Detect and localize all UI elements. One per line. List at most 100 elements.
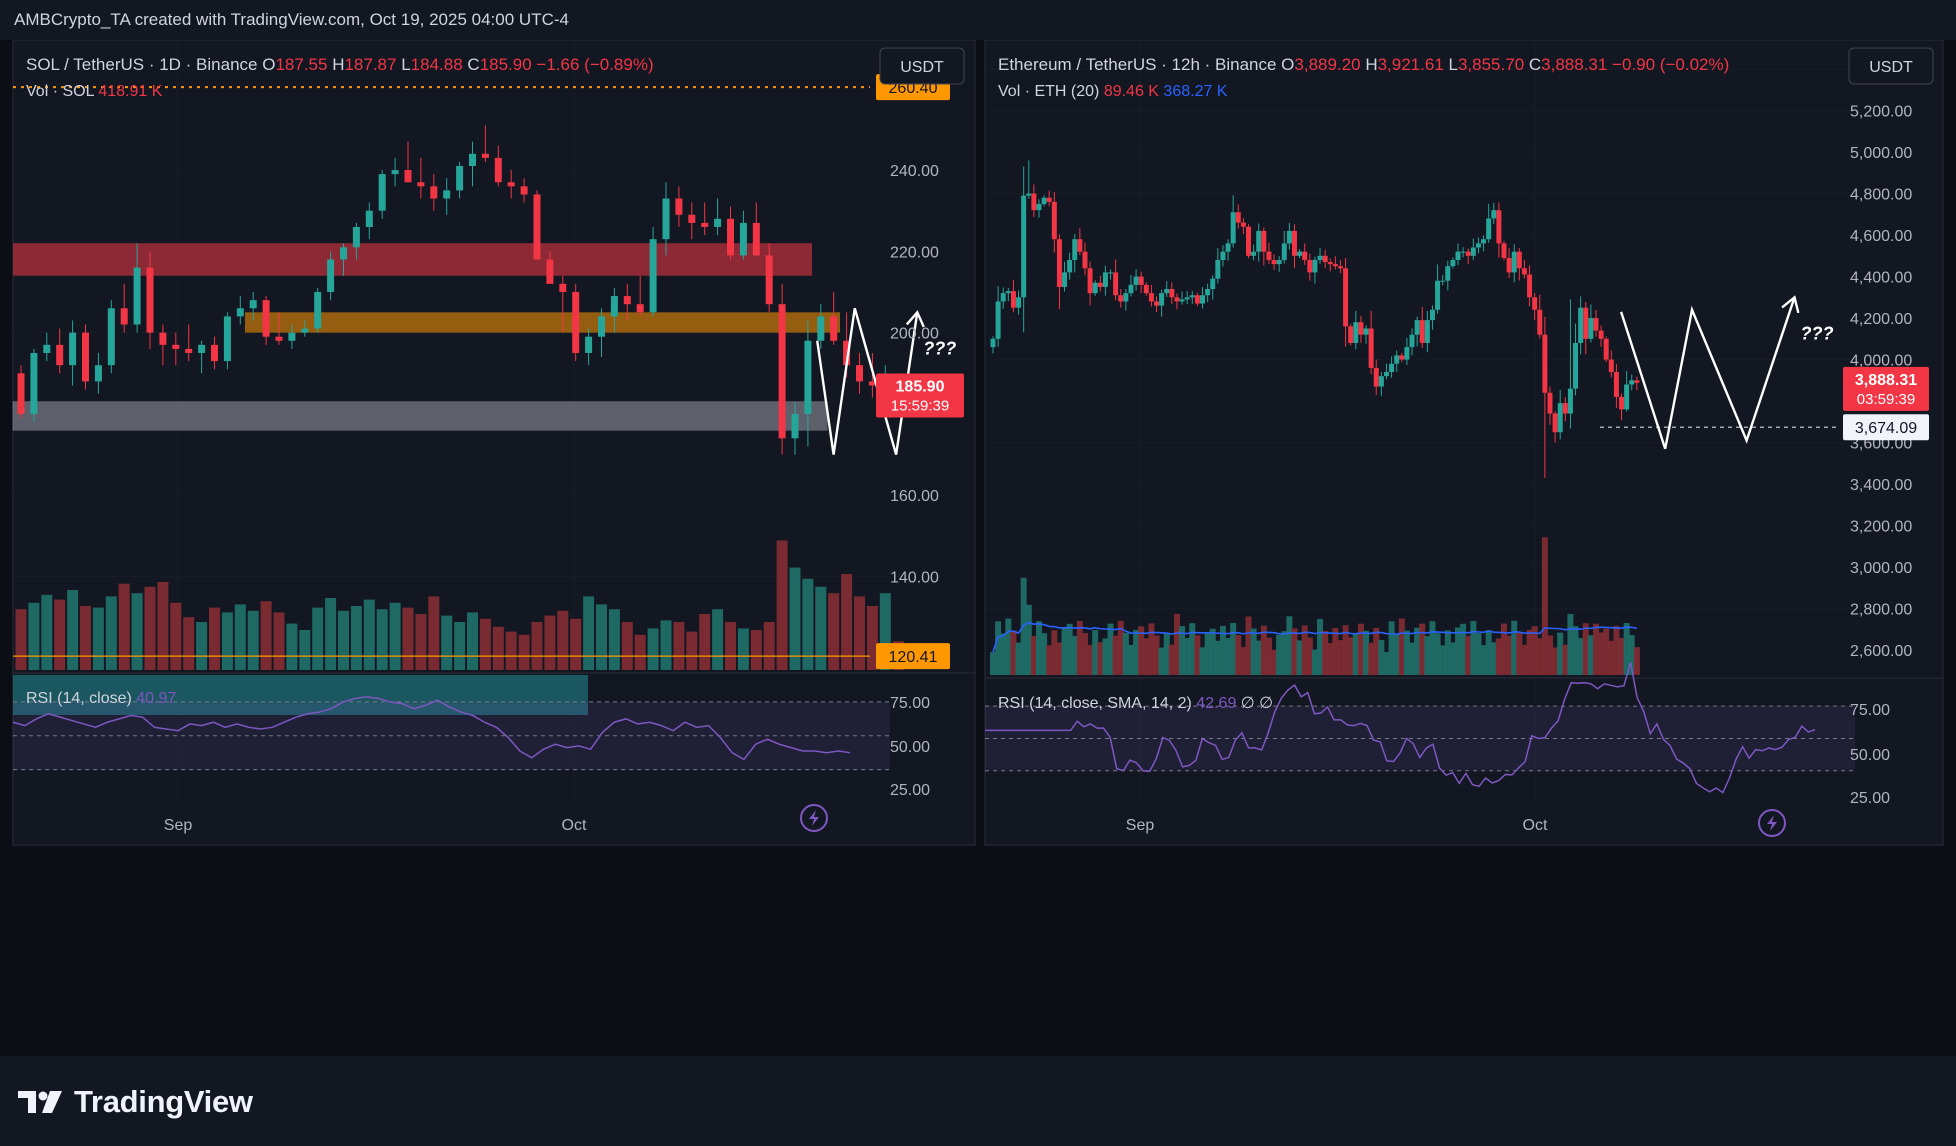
- volume-bar: [1393, 633, 1400, 675]
- candle-body: [856, 365, 863, 382]
- volume-bar: [67, 590, 79, 670]
- volume-bar: [1526, 629, 1533, 675]
- candle-body: [765, 255, 773, 305]
- candle-body: [288, 332, 296, 341]
- candle-body: [340, 247, 347, 260]
- volume-bar: [1112, 635, 1119, 675]
- candle-body: [623, 296, 631, 305]
- volume-bar: [1102, 638, 1109, 675]
- volume-bar: [1470, 620, 1477, 675]
- volume-bar: [544, 615, 556, 670]
- candle-body: [1383, 372, 1389, 377]
- volume-bar: [1424, 636, 1431, 675]
- candle-body: [1261, 230, 1267, 252]
- candle-body: [1353, 322, 1359, 343]
- price-zone: [12, 401, 828, 431]
- currency-button[interactable]: USDT: [879, 47, 965, 85]
- volume-bars: [15, 540, 904, 670]
- volume-bar: [621, 622, 633, 670]
- volume-bar: [1582, 623, 1589, 675]
- candle-body: [481, 153, 489, 158]
- volume-bar: [879, 593, 891, 670]
- volume-bar: [1403, 630, 1410, 675]
- volume-bar: [350, 606, 362, 670]
- volume-bar: [1485, 630, 1492, 675]
- rsi-tick-label: 25.00: [1850, 790, 1890, 807]
- candle-body: [1092, 282, 1098, 294]
- volume-bar: [1409, 642, 1416, 675]
- candle-body: [1358, 322, 1364, 335]
- volume-bar: [1271, 649, 1278, 675]
- candle-body: [1205, 289, 1211, 296]
- volume-bar: [608, 609, 620, 670]
- price-tick-label: 240.00: [890, 163, 939, 180]
- volume-bar: [1066, 623, 1073, 675]
- volume-bar: [1076, 620, 1083, 675]
- candle-body: [430, 186, 438, 199]
- candle-body: [1343, 268, 1349, 327]
- candle-body: [82, 332, 89, 382]
- candle-body: [739, 222, 747, 256]
- volume-bar: [1153, 635, 1160, 675]
- candle-body: [327, 259, 335, 292]
- candle-body: [1031, 193, 1037, 211]
- candle-body: [1598, 330, 1604, 339]
- volume-bar: [1623, 623, 1630, 675]
- candle-body: [236, 308, 244, 317]
- volume-bar: [1260, 625, 1267, 675]
- volume-bar: [854, 596, 865, 670]
- candle-body: [843, 340, 851, 366]
- candle-body: [507, 182, 515, 187]
- candle-body: [701, 222, 709, 227]
- volume-bar: [1562, 644, 1569, 675]
- candle-body: [1486, 218, 1492, 240]
- volume-bar: [505, 631, 517, 670]
- candle-body: [546, 259, 554, 284]
- volume-bar: [1587, 635, 1594, 675]
- volume-bar: [647, 628, 659, 670]
- volume-bar: [570, 618, 582, 670]
- volume-bar: [673, 622, 685, 670]
- candle-body: [172, 344, 180, 349]
- price-zone: [245, 312, 840, 333]
- candle-body: [1138, 276, 1144, 285]
- candle-body: [1608, 359, 1614, 373]
- volume-bar: [737, 628, 749, 670]
- price-tick-label: 4,800.00: [1850, 187, 1912, 204]
- price-tick-label: 200.00: [890, 326, 939, 343]
- currency-button[interactable]: USDT: [1848, 47, 1934, 85]
- candle-body: [1429, 309, 1435, 321]
- volume-bar: [170, 602, 182, 670]
- volume-bar: [1148, 623, 1155, 675]
- symbol-name: Ethereum / TetherUS · 12h · Binance: [998, 55, 1281, 74]
- volume-bar: [1163, 632, 1170, 675]
- candle-body: [146, 267, 154, 333]
- volume-bar: [1071, 635, 1078, 675]
- candle-body: [1537, 309, 1543, 335]
- candle-body: [1307, 259, 1313, 273]
- volume-zone: [13, 675, 588, 715]
- candle-body: [1373, 367, 1379, 387]
- candle-body: [1062, 272, 1068, 287]
- volume-bar: [1373, 627, 1380, 675]
- candle-body: [1123, 293, 1129, 302]
- volume-bar: [338, 610, 349, 670]
- candle-body: [1552, 413, 1558, 433]
- volume-bar: [1204, 632, 1211, 675]
- volume-bar: [1419, 623, 1426, 675]
- volume-bar: [1552, 647, 1559, 675]
- candle-body: [1010, 291, 1016, 308]
- candle-body: [1378, 376, 1384, 387]
- volume-bar: [157, 582, 169, 670]
- candle-body: [1521, 268, 1527, 275]
- candle-body: [1297, 251, 1303, 256]
- volume-bar: [634, 634, 646, 670]
- candle-body: [520, 186, 528, 195]
- volume-bar: [15, 609, 27, 670]
- volume-bar: [299, 630, 311, 670]
- volume-bar: [1025, 604, 1032, 675]
- candle-body: [1409, 334, 1415, 348]
- candle-body: [1184, 297, 1190, 300]
- volume-bar: [1460, 623, 1467, 675]
- volume-bar: [1613, 625, 1620, 675]
